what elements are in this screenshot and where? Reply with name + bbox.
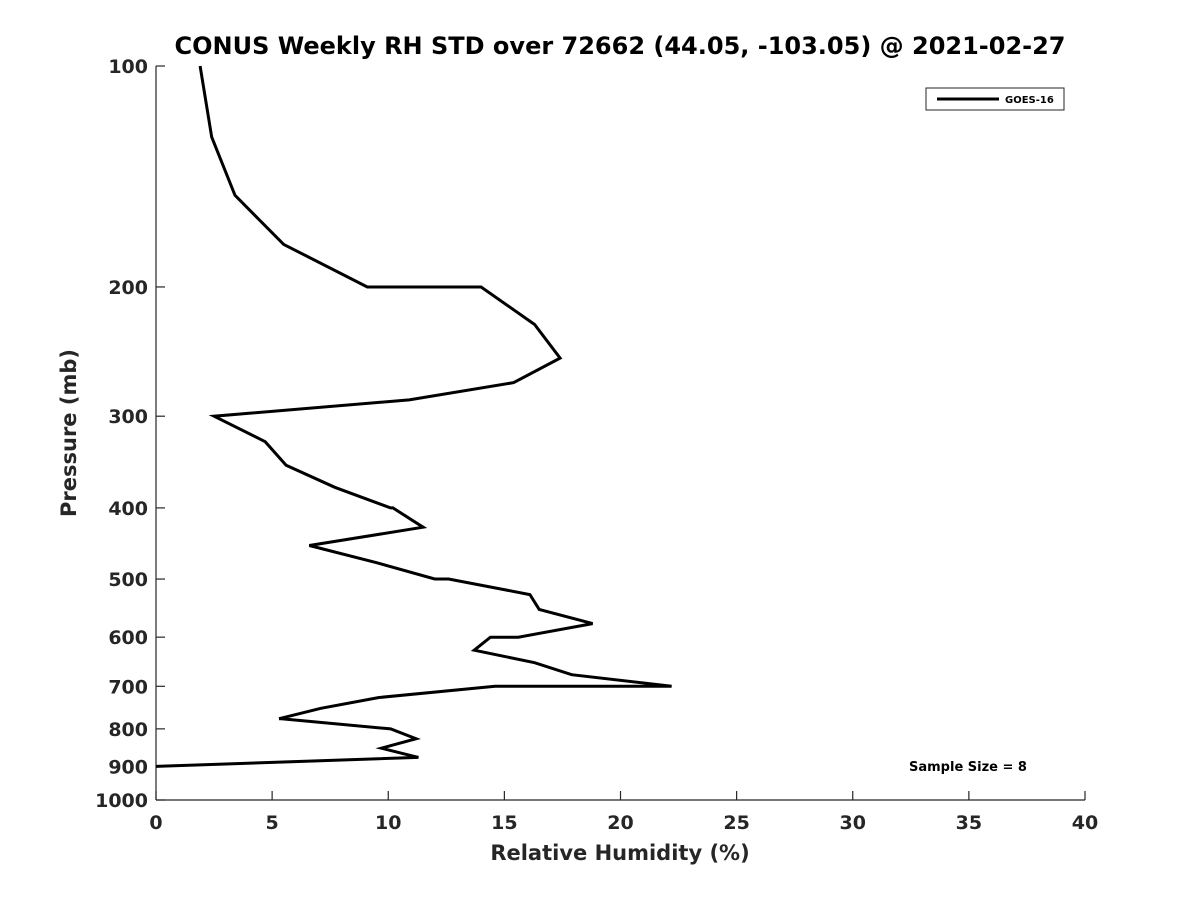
series-line-goes-16 — [155, 65, 672, 768]
y-tick-label: 700 — [108, 676, 148, 698]
y-tick-label: 800 — [108, 719, 148, 741]
y-tick-label: 100 — [108, 56, 148, 78]
y-tick-label: 1000 — [95, 790, 148, 812]
sample-size-annotation: Sample Size = 8 — [909, 760, 1027, 775]
x-tick-label: 0 — [149, 812, 162, 834]
x-tick-label: 20 — [607, 812, 633, 834]
legend-label-goes-16: GOES-16 — [1005, 95, 1054, 106]
y-tick-label: 200 — [108, 277, 148, 299]
chart-title: CONUS Weekly RH STD over 72662 (44.05, -… — [174, 32, 1065, 60]
y-tick-label: 600 — [108, 627, 148, 649]
x-axis-label: Relative Humidity (%) — [490, 841, 749, 865]
x-tick-label: 35 — [956, 812, 982, 834]
x-axis-ticks: 0 5 10 15 20 25 30 35 40 — [149, 791, 1098, 834]
x-tick-label: 10 — [375, 812, 401, 834]
x-tick-label: 15 — [491, 812, 517, 834]
y-tick-label: 400 — [108, 498, 148, 520]
y-axis-ticks: 100 200 300 400 500 600 700 800 900 1000 — [95, 56, 165, 812]
series-group — [155, 65, 672, 768]
x-tick-label: 5 — [266, 812, 279, 834]
y-tick-label: 300 — [108, 406, 148, 428]
x-tick-label: 30 — [840, 812, 866, 834]
y-axis-label: Pressure (mb) — [57, 349, 81, 517]
x-tick-label: 40 — [1072, 812, 1098, 834]
y-tick-label: 900 — [108, 756, 148, 778]
plot-frame — [155, 66, 1085, 801]
y-tick-label: 500 — [108, 569, 148, 591]
legend: GOES-16 — [925, 87, 1065, 111]
x-tick-label: 25 — [723, 812, 749, 834]
